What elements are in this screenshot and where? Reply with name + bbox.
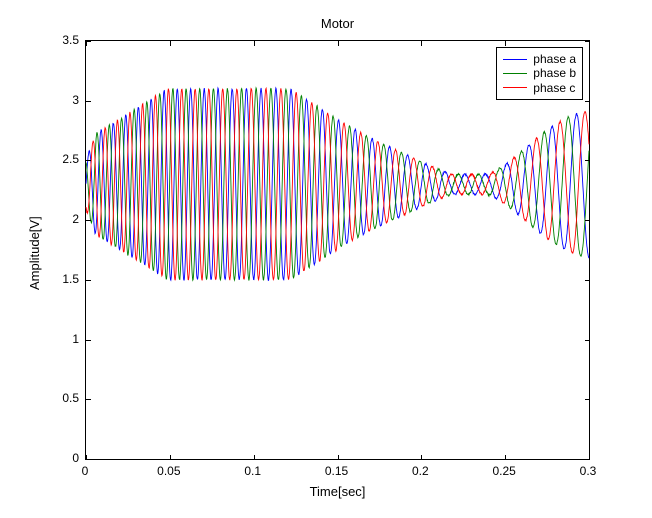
x-tick-label: 0.1 [244, 464, 261, 478]
y-tick [585, 101, 590, 102]
legend-swatch [503, 59, 527, 60]
legend-label: phase c [533, 81, 575, 95]
x-tick-label: 0.15 [325, 464, 348, 478]
y-tick [585, 220, 590, 221]
y-tick-label: 1 [55, 332, 79, 346]
y-tick [86, 160, 91, 161]
y-tick-label: 2.5 [55, 152, 79, 166]
y-tick [585, 280, 590, 281]
y-tick [585, 160, 590, 161]
y-tick-label: 1.5 [55, 272, 79, 286]
x-tick [338, 455, 339, 460]
x-tick-label: 0.3 [580, 464, 597, 478]
y-tick-label: 0 [55, 451, 79, 465]
y-tick-label: 3.5 [55, 33, 79, 47]
x-tick-label: 0.25 [492, 464, 515, 478]
x-tick [170, 455, 171, 460]
y-tick [86, 340, 91, 341]
x-tick [338, 41, 339, 46]
y-tick [585, 41, 590, 42]
y-tick [86, 220, 91, 221]
legend: phase aphase bphase c [496, 47, 583, 100]
figure: Motor Amplitude[V] Time[sec] phase aphas… [0, 0, 652, 518]
y-tick [585, 340, 590, 341]
x-tick-label: 0.05 [157, 464, 180, 478]
y-axis-label: Amplitude[V] [27, 216, 42, 290]
legend-item: phase b [503, 66, 576, 80]
series-canvas [86, 41, 591, 461]
y-tick-label: 2 [55, 212, 79, 226]
y-tick [86, 459, 91, 460]
x-tick [421, 41, 422, 46]
legend-swatch [503, 87, 527, 88]
legend-label: phase b [533, 66, 576, 80]
x-tick-label: 0 [82, 464, 89, 478]
legend-label: phase a [533, 52, 576, 66]
series-line [86, 88, 589, 281]
legend-swatch [503, 73, 527, 74]
y-tick [585, 459, 590, 460]
x-axis-label: Time[sec] [85, 484, 590, 499]
y-tick [86, 280, 91, 281]
plot-area: phase aphase bphase c [85, 40, 590, 460]
x-tick [421, 455, 422, 460]
chart-title: Motor [85, 16, 590, 31]
x-tick [505, 41, 506, 46]
y-tick-label: 3 [55, 93, 79, 107]
x-tick [254, 455, 255, 460]
y-tick [585, 399, 590, 400]
x-tick [505, 455, 506, 460]
y-tick-label: 0.5 [55, 391, 79, 405]
y-tick [86, 101, 91, 102]
legend-item: phase a [503, 52, 576, 66]
x-tick [254, 41, 255, 46]
x-tick-label: 0.2 [412, 464, 429, 478]
x-tick [170, 41, 171, 46]
y-tick [86, 399, 91, 400]
y-tick [86, 41, 91, 42]
legend-item: phase c [503, 81, 576, 95]
